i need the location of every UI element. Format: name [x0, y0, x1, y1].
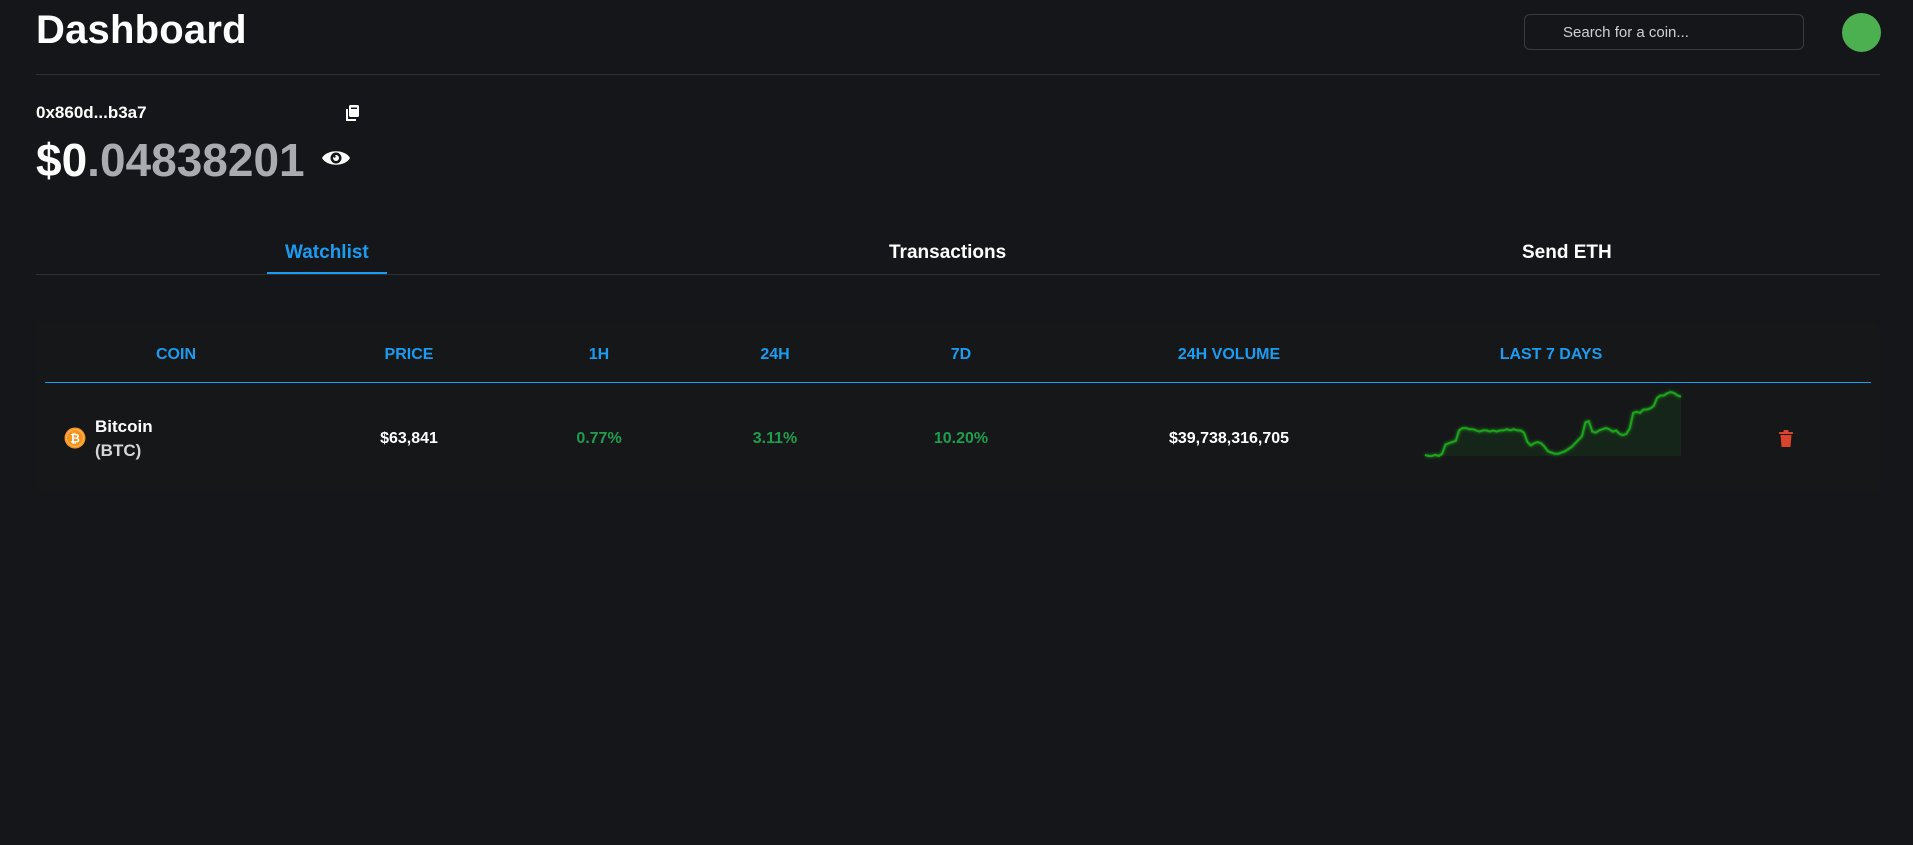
wallet-balance: $0.04838201	[36, 133, 305, 187]
eye-icon[interactable]	[321, 147, 351, 169]
sparkline-area	[1425, 392, 1681, 456]
change-24h: 3.11%	[752, 430, 798, 447]
table-row[interactable]: ₿ Bitcoin (BTC) $63,841 0.77% 3.11% 10.2…	[45, 384, 1871, 490]
change-7d: 10.20%	[933, 430, 989, 447]
sparkline-line	[1424, 390, 1682, 458]
watchlist-table: COIN PRICE 1H 24H 7D 24H VOLUME LAST 7 D…	[36, 322, 1880, 492]
tab-transactions[interactable]: Transactions	[889, 242, 1007, 263]
svg-text:₿: ₿	[70, 432, 80, 446]
bitcoin-icon: ₿	[64, 427, 86, 449]
column-header-price[interactable]: PRICE	[384, 346, 434, 363]
page-title: Dashboard	[36, 8, 247, 52]
column-header-7d[interactable]: 7D	[950, 346, 972, 363]
search-input[interactable]	[1563, 15, 1793, 49]
header: Dashboard	[36, 0, 1881, 75]
coin-symbol: (BTC)	[95, 441, 142, 460]
coin-price: $63,841	[380, 430, 438, 447]
tab-send-eth[interactable]: Send ETH	[1522, 242, 1612, 263]
table-header: COIN PRICE 1H 24H 7D 24H VOLUME LAST 7 D…	[45, 322, 1871, 383]
column-header-24h-volume[interactable]: 24H VOLUME	[1177, 346, 1281, 363]
tab-watchlist[interactable]: Watchlist	[285, 242, 369, 263]
balance-decimal: .04838201	[87, 134, 305, 186]
trash-icon[interactable]	[1779, 430, 1793, 447]
active-tab-indicator	[267, 272, 387, 274]
volume-24h: $39,738,316,705	[1168, 430, 1290, 447]
column-header-1h[interactable]: 1H	[588, 346, 610, 363]
balance-integer: $0	[36, 134, 88, 186]
search-box[interactable]	[1524, 14, 1804, 50]
wallet-address: 0x860d...b3a7	[36, 103, 147, 122]
column-header-last-7-days: LAST 7 DAYS	[1499, 346, 1603, 363]
avatar[interactable]	[1842, 13, 1881, 52]
tabs: Watchlist Transactions Send ETH	[36, 232, 1880, 275]
copy-icon[interactable]	[344, 104, 360, 122]
change-1h: 0.77%	[576, 430, 622, 447]
coin-name: Bitcoin	[95, 417, 153, 436]
sparkline-chart	[1424, 390, 1682, 458]
column-header-24h[interactable]: 24H	[760, 346, 790, 363]
column-header-coin[interactable]: COIN	[156, 346, 196, 363]
